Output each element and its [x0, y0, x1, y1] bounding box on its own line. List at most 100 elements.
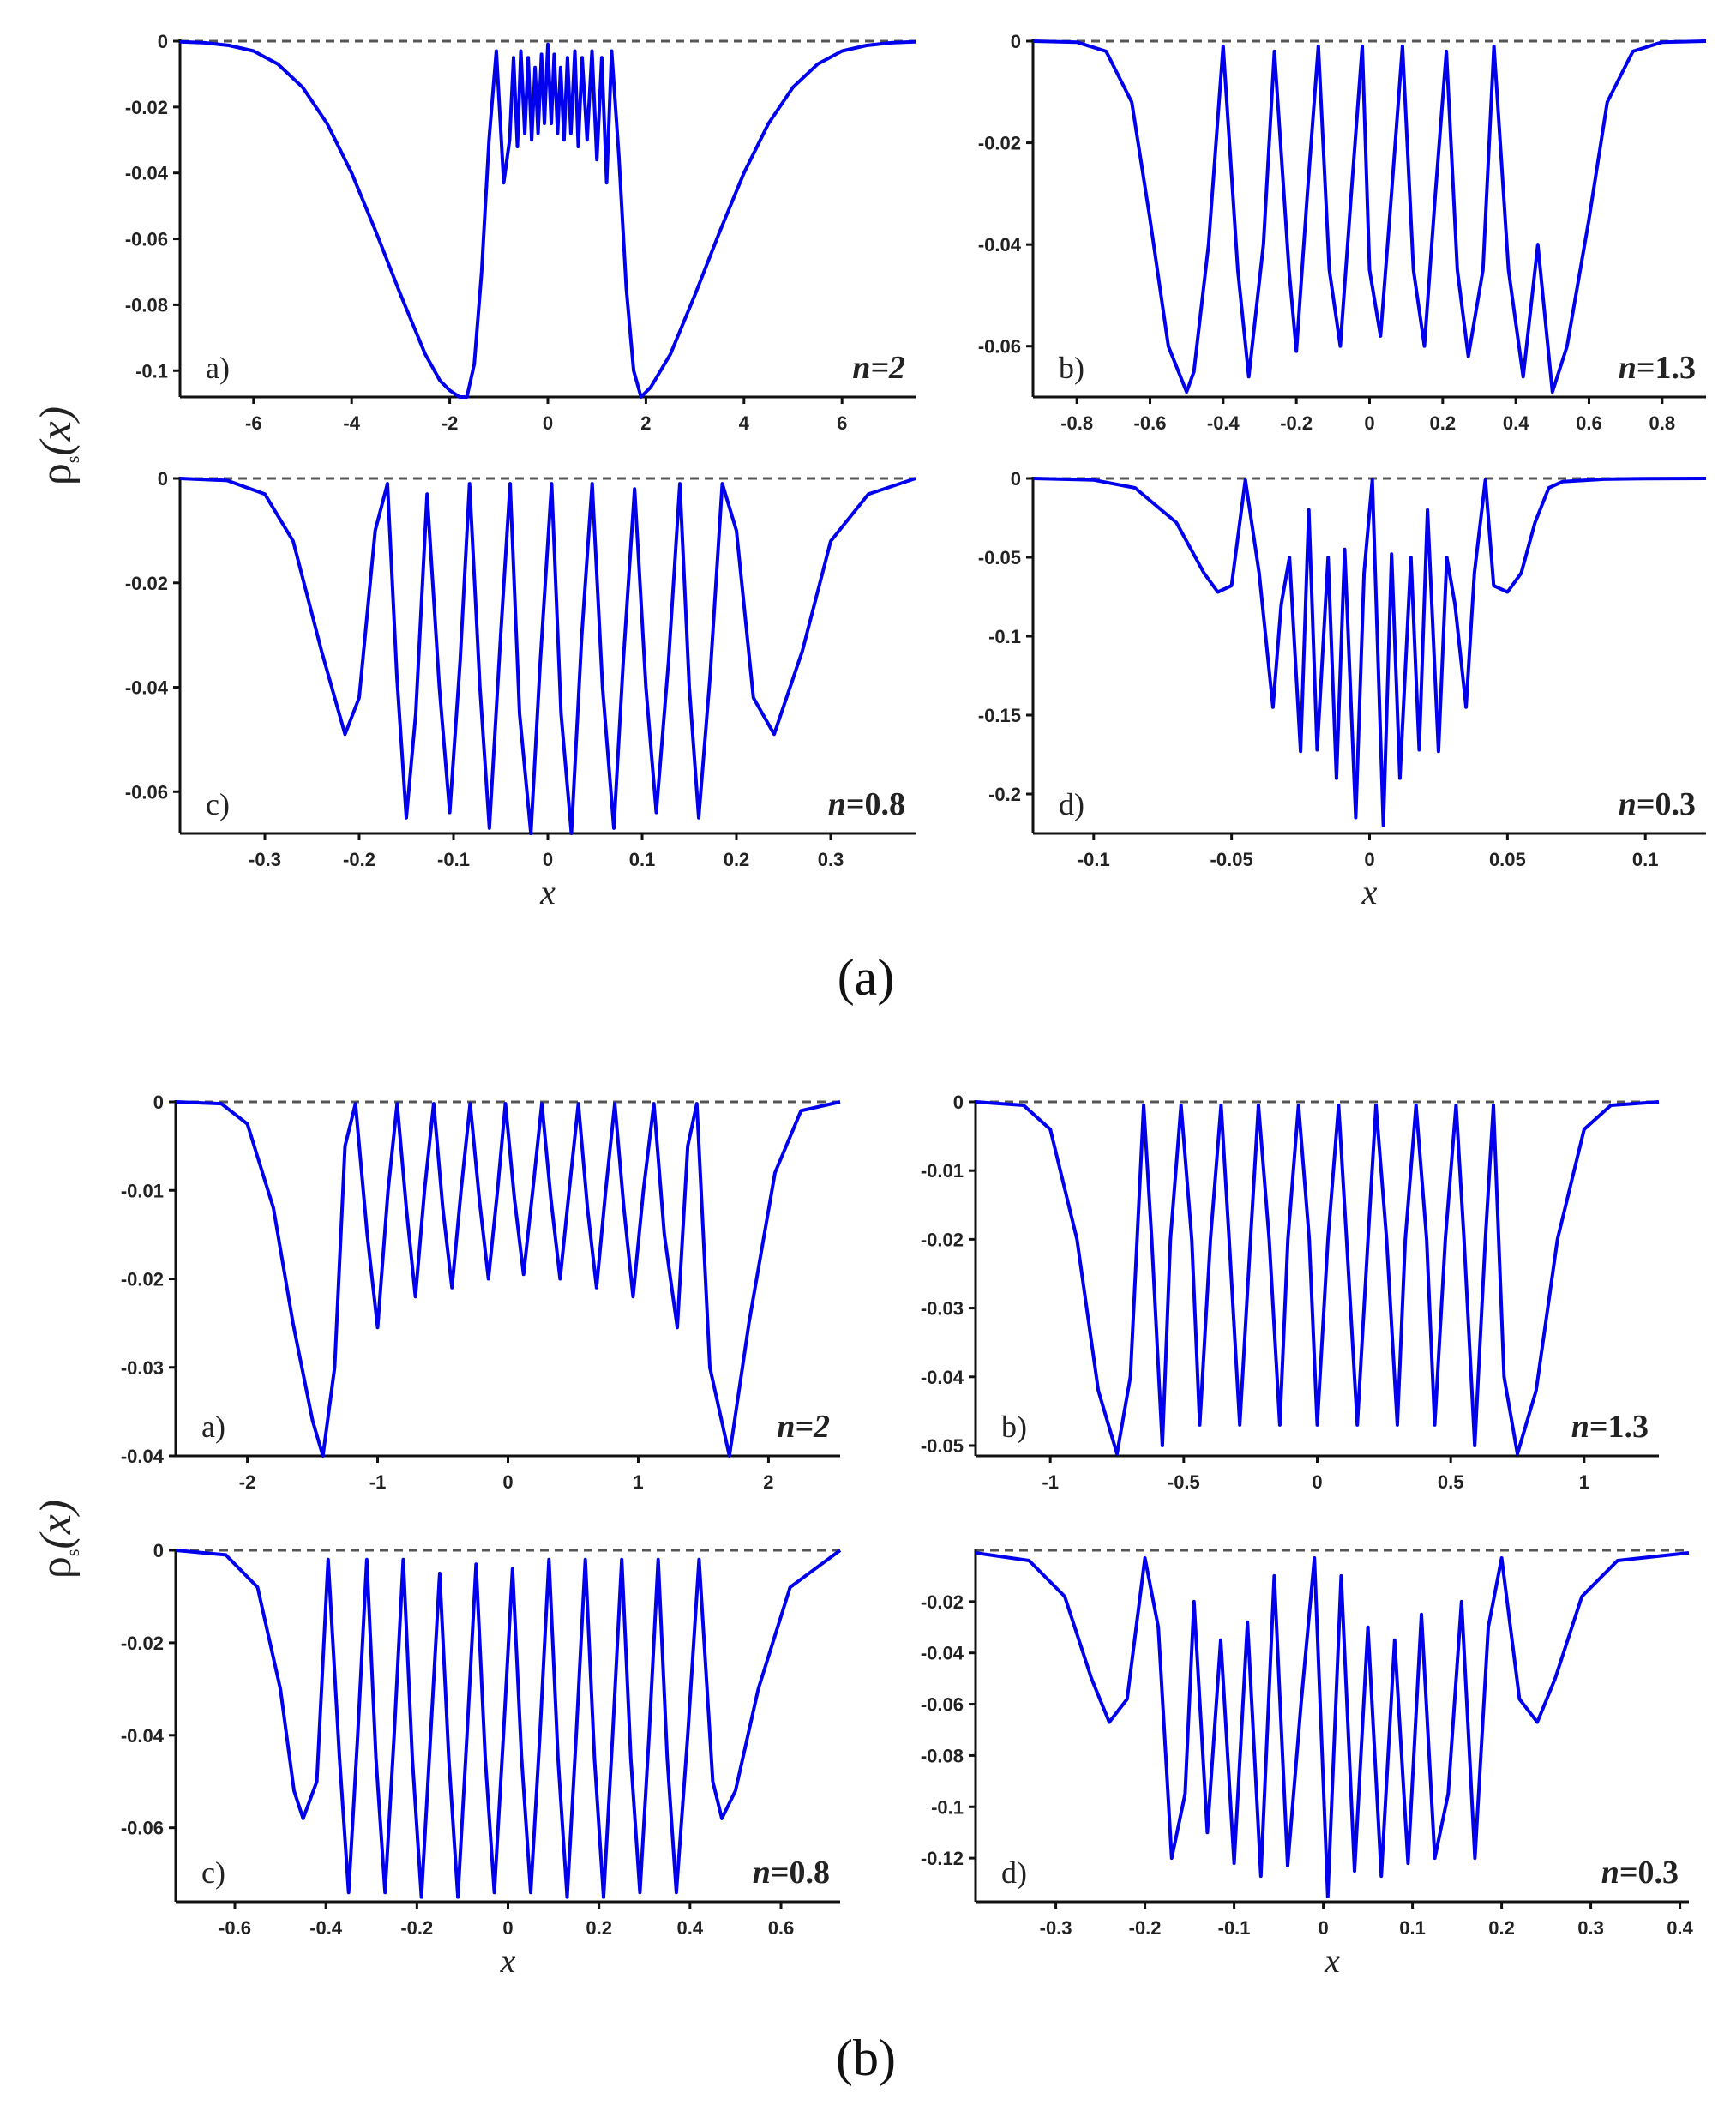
panel-letter: a) — [206, 351, 230, 385]
x-tick-label: -1 — [1042, 1471, 1059, 1493]
n-value-label: n=0.3 — [1601, 1855, 1679, 1891]
y-tick-label: 0 — [153, 1092, 164, 1113]
series-line — [175, 1549, 842, 1899]
x-tick-label: 0.5 — [1438, 1471, 1464, 1493]
x-tick-label: -0.1 — [1218, 1917, 1251, 1939]
x-axis-label: x — [1361, 873, 1378, 911]
y-tick-label: 0 — [158, 468, 168, 490]
y-tick-label: -0.02 — [121, 1633, 164, 1654]
y-tick-label: -0.12 — [921, 1848, 964, 1869]
y-tick-label: -0.1 — [988, 626, 1021, 647]
x-axis-label: x — [1324, 1941, 1340, 1980]
x-tick-label: -0.05 — [1210, 849, 1253, 870]
x-tick-label: 0 — [1364, 849, 1374, 870]
y-tick-label: -0.05 — [978, 547, 1021, 568]
x-tick-label: 0.3 — [1577, 1917, 1604, 1939]
x-tick-label: -0.1 — [437, 849, 470, 870]
y-tick-label: -0.05 — [921, 1435, 964, 1457]
x-tick-label: -0.1 — [1078, 849, 1110, 870]
n-value-label: n=2 — [852, 350, 905, 386]
y-tick-label: 0 — [1011, 468, 1021, 490]
panel-letter: c) — [206, 787, 230, 821]
y-tick-label: -0.06 — [125, 781, 168, 803]
x-tick-label: 0 — [543, 849, 553, 870]
panel-letter: d) — [1059, 787, 1084, 821]
x-tick-label: 0 — [543, 412, 553, 434]
chart-panel-4: -0.1 -0.05 0 0.05 0.1 0 -0.05 -0.1 -0.15 -0.2 d) n=… — [978, 468, 1707, 911]
x-tick-label: 0 — [502, 1471, 513, 1493]
y-tick-label: -0.02 — [921, 1591, 964, 1613]
chart-panel-2: -0.8 -0.6 -0.4 -0.2 0 0.2 0.4 0.6 0.8 0 -0.02 -0.04… — [978, 31, 1707, 434]
n-value-label: n=0.8 — [753, 1855, 830, 1891]
group-label-a: (a) — [838, 949, 895, 1006]
chart-panel-8: -0.3 -0.2 -0.1 0 0.1 0.2 0.3 0.4 -0.02 -0.04 -0.06… — [921, 1549, 1694, 1980]
x-tick-label: 0.2 — [1488, 1917, 1515, 1939]
x-axis-label: x — [500, 1941, 516, 1980]
n-value-label: n=0.3 — [1619, 786, 1696, 822]
panels-layer: -6 -4 -2 0 2 4 6 0 -0.02 -0.04 -0.06 -0.08 -0.1 a) n=2… — [121, 31, 1707, 1980]
x-tick-label: 0.8 — [1649, 412, 1676, 434]
series-line — [175, 1100, 841, 1458]
x-tick-label: -0.3 — [1040, 1917, 1072, 1939]
y-tick-label: -0.06 — [125, 229, 168, 250]
x-tick-label: 0.2 — [586, 1917, 612, 1939]
x-tick-label: 0.1 — [1632, 849, 1659, 870]
x-tick-label: -4 — [343, 412, 360, 434]
panel-letter: b) — [1059, 351, 1084, 385]
chart-panel-3: -0.3 -0.2 -0.1 0 0.1 0.2 0.3 0 -0.02 -0.04 -0.06 c)… — [125, 468, 916, 911]
ylabel-group-b: ρs(x) — [32, 1500, 83, 1579]
y-tick-label: -0.04 — [978, 234, 1022, 256]
y-tick-label: -0.04 — [121, 1446, 165, 1467]
x-tick-label: 2 — [640, 412, 651, 434]
y-tick-label: -0.02 — [978, 133, 1021, 154]
series-line — [1032, 39, 1707, 394]
n-value-label: n=1.3 — [1571, 1409, 1649, 1445]
panel-letter: d) — [1001, 1855, 1027, 1890]
y-tick-label: 0 — [153, 1540, 164, 1561]
y-tick-label: -0.02 — [121, 1269, 164, 1290]
x-tick-label: -0.8 — [1060, 412, 1093, 434]
series-line — [179, 39, 916, 399]
x-tick-label: -0.3 — [249, 849, 281, 870]
y-tick-label: -0.1 — [135, 360, 168, 382]
y-tick-label: -0.1 — [931, 1796, 964, 1818]
x-tick-label: -0.2 — [343, 849, 375, 870]
y-tick-label: -0.06 — [921, 1694, 964, 1716]
x-tick-label: 0 — [1364, 412, 1374, 434]
x-tick-label: 0 — [502, 1917, 513, 1939]
y-tick-label: -0.02 — [125, 97, 168, 118]
n-value-label: n=2 — [777, 1409, 830, 1445]
y-tick-label: -0.03 — [921, 1298, 964, 1320]
x-tick-label: 0 — [1318, 1917, 1328, 1939]
series-line — [1032, 477, 1707, 827]
y-tick-label: -0.03 — [121, 1357, 164, 1379]
n-value-label: n=1.3 — [1619, 350, 1696, 386]
x-tick-label: 0.2 — [724, 849, 750, 870]
x-tick-label: -0.2 — [400, 1917, 433, 1939]
x-tick-label: -0.6 — [1134, 412, 1167, 434]
panel-letter: c) — [201, 1855, 225, 1890]
x-tick-label: 0.1 — [629, 849, 656, 870]
x-tick-label: 6 — [837, 412, 847, 434]
ylabel-a-text: ρs(x) — [32, 406, 83, 485]
x-tick-label: 4 — [739, 412, 750, 434]
series-line — [975, 1100, 1660, 1456]
x-tick-label: 0.4 — [1503, 412, 1529, 434]
x-tick-label: 0.2 — [1430, 412, 1457, 434]
chart-panel-6: -1 -0.5 0 0.5 1 0 -0.01 -0.02 -0.03 -0.04 -0.05 b) n… — [921, 1092, 1660, 1493]
panel-letter: a) — [201, 1410, 225, 1444]
ylabel-b-text: ρs(x) — [32, 1500, 83, 1579]
x-tick-label: -0.4 — [309, 1917, 343, 1939]
y-tick-label: 0 — [158, 31, 168, 52]
x-tick-label: 2 — [763, 1471, 773, 1493]
x-tick-label: -1 — [369, 1471, 387, 1493]
y-tick-label: -0.06 — [978, 336, 1021, 358]
x-tick-label: 0.6 — [768, 1917, 795, 1939]
x-tick-label: -0.2 — [1280, 412, 1313, 434]
y-tick-label: -0.02 — [125, 573, 168, 594]
x-tick-label: -6 — [245, 412, 262, 434]
x-axis-label: x — [539, 873, 556, 911]
chart-panel-7: -0.6 -0.4 -0.2 0 0.2 0.4 0.6 0 -0.02 -0.04 -0.06 c)… — [121, 1540, 842, 1980]
x-tick-label: 1 — [1579, 1471, 1589, 1493]
